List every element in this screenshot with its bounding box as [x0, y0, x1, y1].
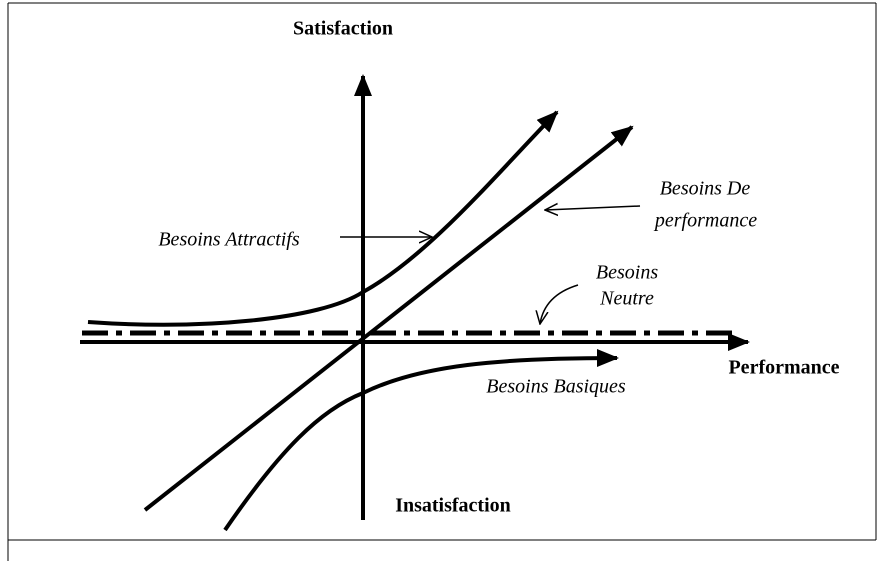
y-bottom-label: Insatisfaction: [395, 495, 511, 517]
performance-label: performance: [653, 210, 757, 232]
basic-label: Besoins Basiques: [486, 376, 626, 398]
performance-line: [143, 125, 634, 512]
neutral-label: Besoins: [596, 262, 658, 284]
basic-curve: [223, 349, 619, 532]
performance-pointer: [545, 206, 641, 210]
attractive-label: Besoins Attractifs: [158, 229, 300, 251]
neutral-pointer: [540, 284, 579, 324]
neutral-label: Neutre: [599, 288, 654, 310]
x-right-label: Performance: [728, 357, 839, 379]
y-top-label: Satisfaction: [293, 18, 393, 40]
frame: [7, 2, 877, 561]
attractive-curve: [87, 110, 559, 327]
performance-label: Besoins De: [660, 178, 751, 200]
